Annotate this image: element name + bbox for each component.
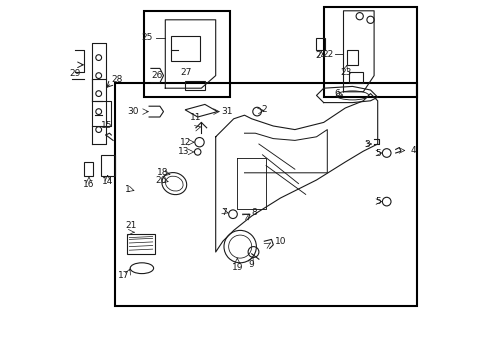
Text: 23: 23 <box>340 68 351 77</box>
Text: 18: 18 <box>157 168 168 177</box>
Text: 4: 4 <box>409 146 415 155</box>
Bar <box>127 234 154 254</box>
Text: 8: 8 <box>251 208 257 217</box>
Text: 13: 13 <box>178 148 189 157</box>
Text: 7: 7 <box>221 208 227 217</box>
Text: 6: 6 <box>333 89 339 98</box>
Text: 26: 26 <box>151 71 163 80</box>
Text: 11: 11 <box>190 113 201 122</box>
Text: 1: 1 <box>124 185 130 194</box>
Text: 20: 20 <box>155 176 167 185</box>
Bar <box>115 83 416 306</box>
Text: 14: 14 <box>102 177 113 186</box>
Bar <box>316 38 325 50</box>
Text: 27: 27 <box>180 68 191 77</box>
Bar <box>323 7 416 97</box>
Text: 29: 29 <box>69 69 81 78</box>
Bar <box>348 72 363 83</box>
Text: 22: 22 <box>322 50 333 59</box>
Text: 19: 19 <box>231 263 243 272</box>
Text: 10: 10 <box>275 237 286 246</box>
Text: 16: 16 <box>83 180 95 189</box>
Text: 17: 17 <box>118 271 129 280</box>
Bar <box>346 50 357 65</box>
Text: 15: 15 <box>101 121 113 130</box>
Text: 31: 31 <box>221 107 232 116</box>
Bar <box>84 162 93 176</box>
Bar <box>185 81 204 90</box>
Text: 9: 9 <box>248 260 254 269</box>
Text: 12: 12 <box>180 138 191 147</box>
Text: 2: 2 <box>261 105 267 114</box>
Text: 24: 24 <box>315 51 326 60</box>
Text: 21: 21 <box>125 221 137 230</box>
Bar <box>143 11 230 97</box>
Text: 30: 30 <box>126 107 138 116</box>
Bar <box>101 155 115 176</box>
Text: 28: 28 <box>111 75 122 84</box>
Text: 3: 3 <box>363 140 369 149</box>
Text: 5: 5 <box>374 197 380 206</box>
Text: 25: 25 <box>141 33 152 42</box>
Text: 5: 5 <box>374 149 380 158</box>
Bar <box>170 36 199 61</box>
